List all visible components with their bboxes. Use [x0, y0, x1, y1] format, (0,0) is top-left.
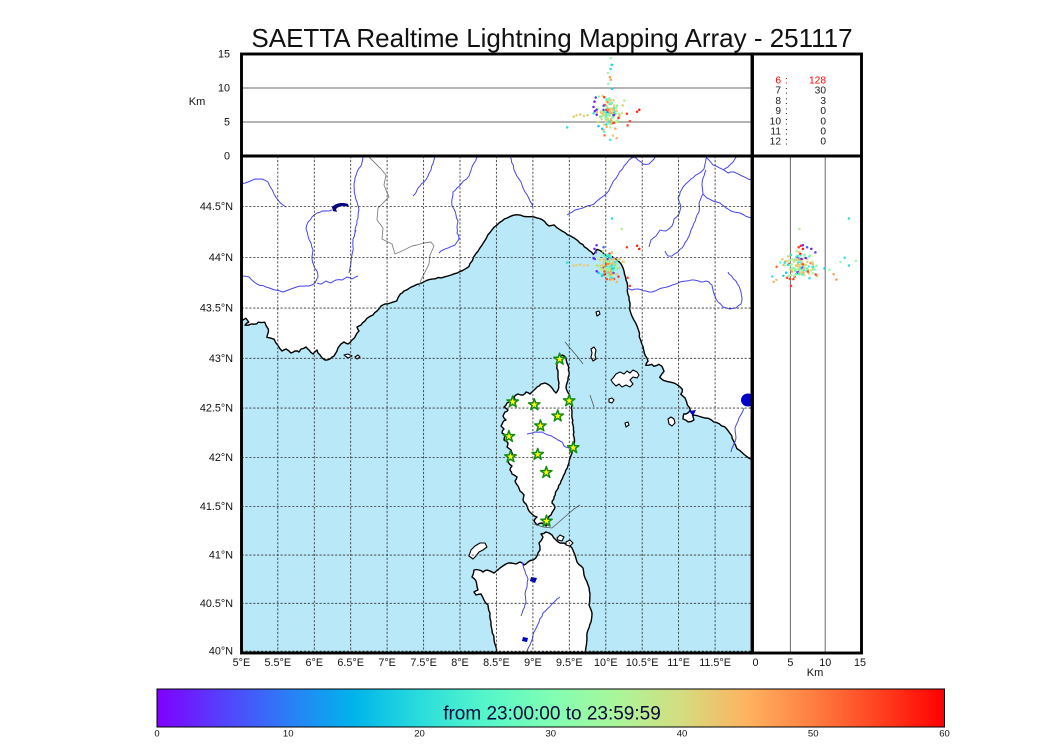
svg-text:from 23:00:00 to 23:59:59: from 23:00:00 to 23:59:59	[443, 704, 661, 725]
svg-text:30: 30	[546, 729, 557, 740]
svg-text:41°N: 41°N	[209, 550, 233, 562]
svg-text:11.5°E: 11.5°E	[699, 657, 731, 669]
svg-text:128: 128	[809, 76, 826, 87]
svg-text:Km: Km	[189, 96, 206, 108]
svg-text:8: 8	[775, 96, 781, 107]
svg-text:Km: Km	[807, 667, 824, 679]
svg-text:15: 15	[854, 657, 866, 669]
svg-text::: :	[785, 76, 788, 87]
svg-text:5: 5	[224, 117, 230, 129]
svg-text:7: 7	[775, 86, 781, 97]
svg-text:10: 10	[283, 729, 294, 740]
svg-text:0: 0	[820, 137, 826, 148]
svg-text:10°E: 10°E	[594, 657, 618, 669]
svg-text:10: 10	[770, 116, 782, 127]
svg-text:40: 40	[677, 729, 688, 740]
svg-text:8.5°E: 8.5°E	[483, 657, 510, 669]
svg-text:8°E: 8°E	[451, 657, 469, 669]
svg-text:42.5°N: 42.5°N	[200, 403, 233, 415]
svg-text:10.5°E: 10.5°E	[626, 657, 659, 669]
svg-text:0: 0	[224, 151, 230, 163]
svg-text::: :	[785, 116, 788, 127]
svg-text:0: 0	[154, 729, 159, 740]
svg-text:40.5°N: 40.5°N	[200, 598, 233, 610]
svg-text:3: 3	[820, 96, 826, 107]
svg-text::: :	[785, 86, 788, 97]
svg-text:5°E: 5°E	[233, 657, 251, 669]
svg-text:11°E: 11°E	[667, 657, 690, 669]
svg-text:6°E: 6°E	[306, 657, 324, 669]
svg-text:0: 0	[820, 116, 826, 127]
svg-text:7.5°E: 7.5°E	[410, 657, 437, 669]
svg-text:12: 12	[770, 137, 782, 148]
svg-text::: :	[785, 106, 788, 117]
svg-text:0: 0	[820, 127, 826, 138]
svg-text:9.5°E: 9.5°E	[556, 657, 583, 669]
svg-text:40°N: 40°N	[209, 646, 233, 658]
svg-text:5.5°E: 5.5°E	[265, 657, 292, 669]
svg-text:5: 5	[787, 657, 793, 669]
svg-text:6.5°E: 6.5°E	[337, 657, 364, 669]
svg-text:41.5°N: 41.5°N	[200, 501, 233, 513]
svg-text:0: 0	[820, 106, 826, 117]
svg-text:60: 60	[939, 729, 950, 740]
svg-text:7°E: 7°E	[378, 657, 396, 669]
svg-text:44.5°N: 44.5°N	[200, 201, 233, 213]
svg-text:43.5°N: 43.5°N	[200, 303, 233, 315]
svg-text:30: 30	[815, 86, 827, 97]
svg-text:43°N: 43°N	[209, 353, 233, 365]
svg-text::: :	[785, 137, 788, 148]
svg-text:9: 9	[775, 106, 781, 117]
svg-text:SAETTA Realtime Lightning Mapp: SAETTA Realtime Lightning Mapping Array …	[251, 23, 852, 53]
svg-text:0: 0	[752, 657, 758, 669]
svg-text:11: 11	[770, 127, 781, 138]
svg-text:44°N: 44°N	[209, 252, 233, 264]
svg-text:15: 15	[218, 49, 230, 61]
svg-text:42°N: 42°N	[209, 452, 233, 464]
svg-text:20: 20	[414, 729, 425, 740]
svg-text:10: 10	[819, 657, 831, 669]
svg-text::: :	[785, 96, 788, 107]
svg-text::: :	[785, 127, 788, 138]
svg-text:50: 50	[808, 729, 819, 740]
svg-text:9°E: 9°E	[524, 657, 542, 669]
svg-text:6: 6	[775, 76, 781, 87]
svg-text:10: 10	[218, 83, 230, 95]
